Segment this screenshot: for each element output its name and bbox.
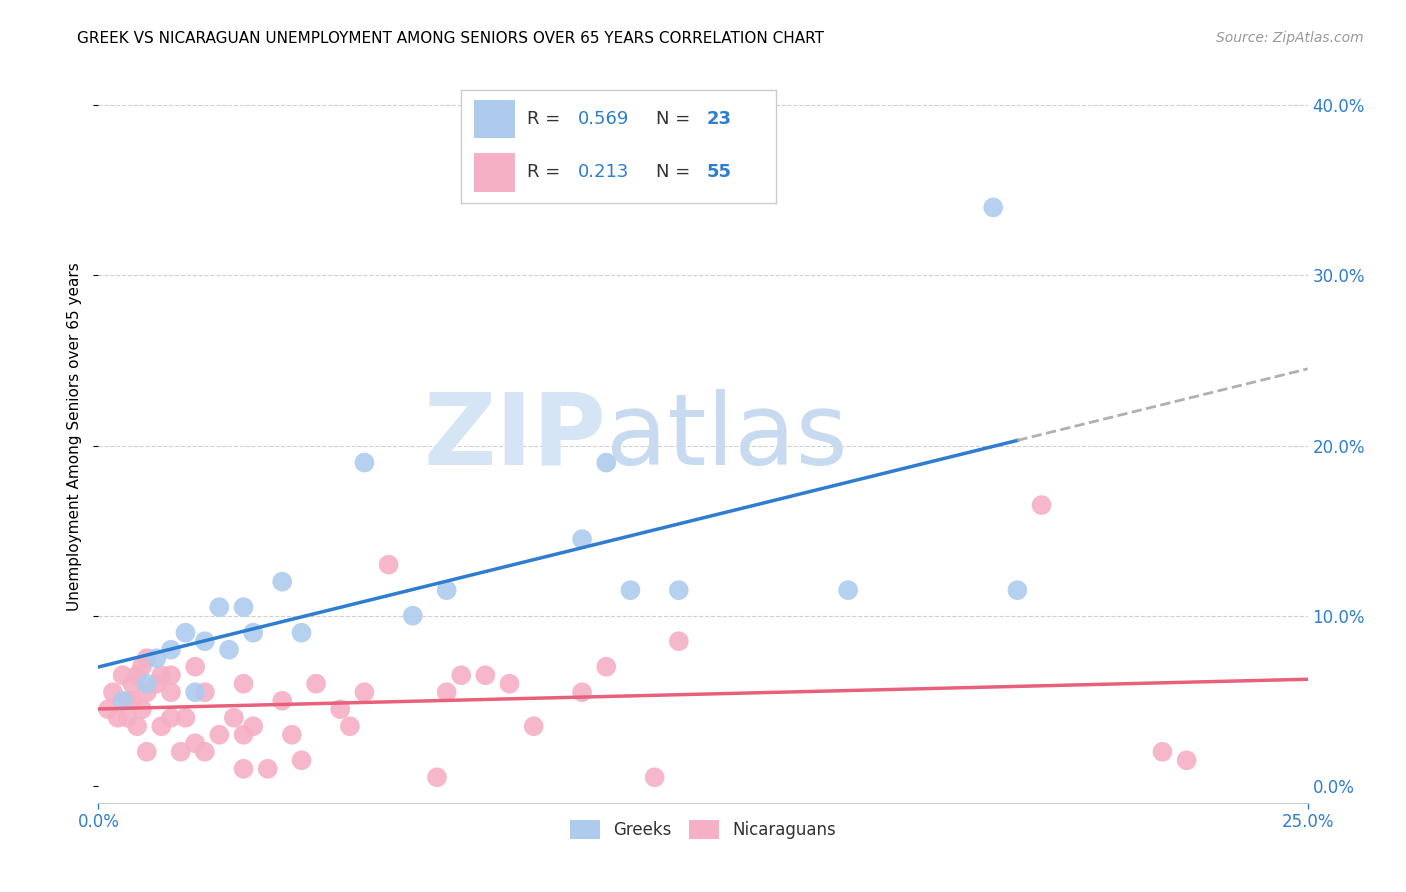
Point xyxy=(131,702,153,716)
Point xyxy=(160,642,183,657)
Point xyxy=(1175,753,1198,767)
Point xyxy=(353,685,375,699)
Point xyxy=(135,651,157,665)
Point xyxy=(117,694,139,708)
Point xyxy=(1152,745,1174,759)
Point xyxy=(402,608,425,623)
Text: GREEK VS NICARAGUAN UNEMPLOYMENT AMONG SENIORS OVER 65 YEARS CORRELATION CHART: GREEK VS NICARAGUAN UNEMPLOYMENT AMONG S… xyxy=(77,31,824,46)
Point xyxy=(1031,498,1053,512)
Point xyxy=(160,711,183,725)
Point xyxy=(271,574,294,589)
Point xyxy=(232,600,254,615)
Point xyxy=(194,745,217,759)
Point xyxy=(242,719,264,733)
Point xyxy=(571,685,593,699)
Point xyxy=(305,677,328,691)
Point xyxy=(121,677,143,691)
Point xyxy=(160,685,183,699)
Point xyxy=(101,685,124,699)
Point xyxy=(131,659,153,673)
Point xyxy=(377,558,399,572)
Point xyxy=(571,532,593,546)
Point xyxy=(127,668,149,682)
Point xyxy=(121,694,143,708)
Point xyxy=(208,600,231,615)
Legend: Greeks, Nicaraguans: Greeks, Nicaraguans xyxy=(564,814,842,846)
Y-axis label: Unemployment Among Seniors over 65 years: Unemployment Among Seniors over 65 years xyxy=(67,263,83,611)
Point xyxy=(208,728,231,742)
Point xyxy=(450,668,472,682)
Point xyxy=(595,659,617,673)
Point xyxy=(127,719,149,733)
Point xyxy=(184,736,207,750)
Point xyxy=(290,625,312,640)
Point xyxy=(174,711,197,725)
Point xyxy=(169,745,191,759)
Point xyxy=(111,668,134,682)
Point xyxy=(232,728,254,742)
Point xyxy=(1007,583,1029,598)
Point xyxy=(135,685,157,699)
Point xyxy=(232,762,254,776)
Point xyxy=(145,651,167,665)
Point xyxy=(218,642,240,657)
Point xyxy=(117,711,139,725)
Point xyxy=(242,625,264,640)
Point xyxy=(644,770,666,784)
Point xyxy=(474,668,496,682)
Point xyxy=(160,668,183,682)
Point xyxy=(339,719,361,733)
Point xyxy=(523,719,546,733)
Point xyxy=(426,770,449,784)
Point xyxy=(619,583,641,598)
Point xyxy=(174,625,197,640)
Point xyxy=(111,694,134,708)
Point xyxy=(256,762,278,776)
Point xyxy=(595,456,617,470)
Point xyxy=(353,456,375,470)
Point xyxy=(97,702,120,716)
Point xyxy=(232,677,254,691)
Point xyxy=(150,668,173,682)
Point xyxy=(107,711,129,725)
Point xyxy=(135,677,157,691)
Point xyxy=(222,711,245,725)
Point xyxy=(135,745,157,759)
Point xyxy=(837,583,859,598)
Point xyxy=(145,677,167,691)
Point xyxy=(436,583,458,598)
Point xyxy=(668,634,690,648)
Point xyxy=(184,659,207,673)
Point xyxy=(194,634,217,648)
Point xyxy=(436,685,458,699)
Point xyxy=(150,719,173,733)
Point xyxy=(194,685,217,699)
Point xyxy=(329,702,352,716)
Text: Source: ZipAtlas.com: Source: ZipAtlas.com xyxy=(1216,31,1364,45)
Point xyxy=(498,677,520,691)
Text: atlas: atlas xyxy=(606,389,848,485)
Point xyxy=(981,201,1004,215)
Point xyxy=(668,583,690,598)
Point xyxy=(290,753,312,767)
Point xyxy=(184,685,207,699)
Text: ZIP: ZIP xyxy=(423,389,606,485)
Point xyxy=(281,728,304,742)
Point xyxy=(271,694,294,708)
